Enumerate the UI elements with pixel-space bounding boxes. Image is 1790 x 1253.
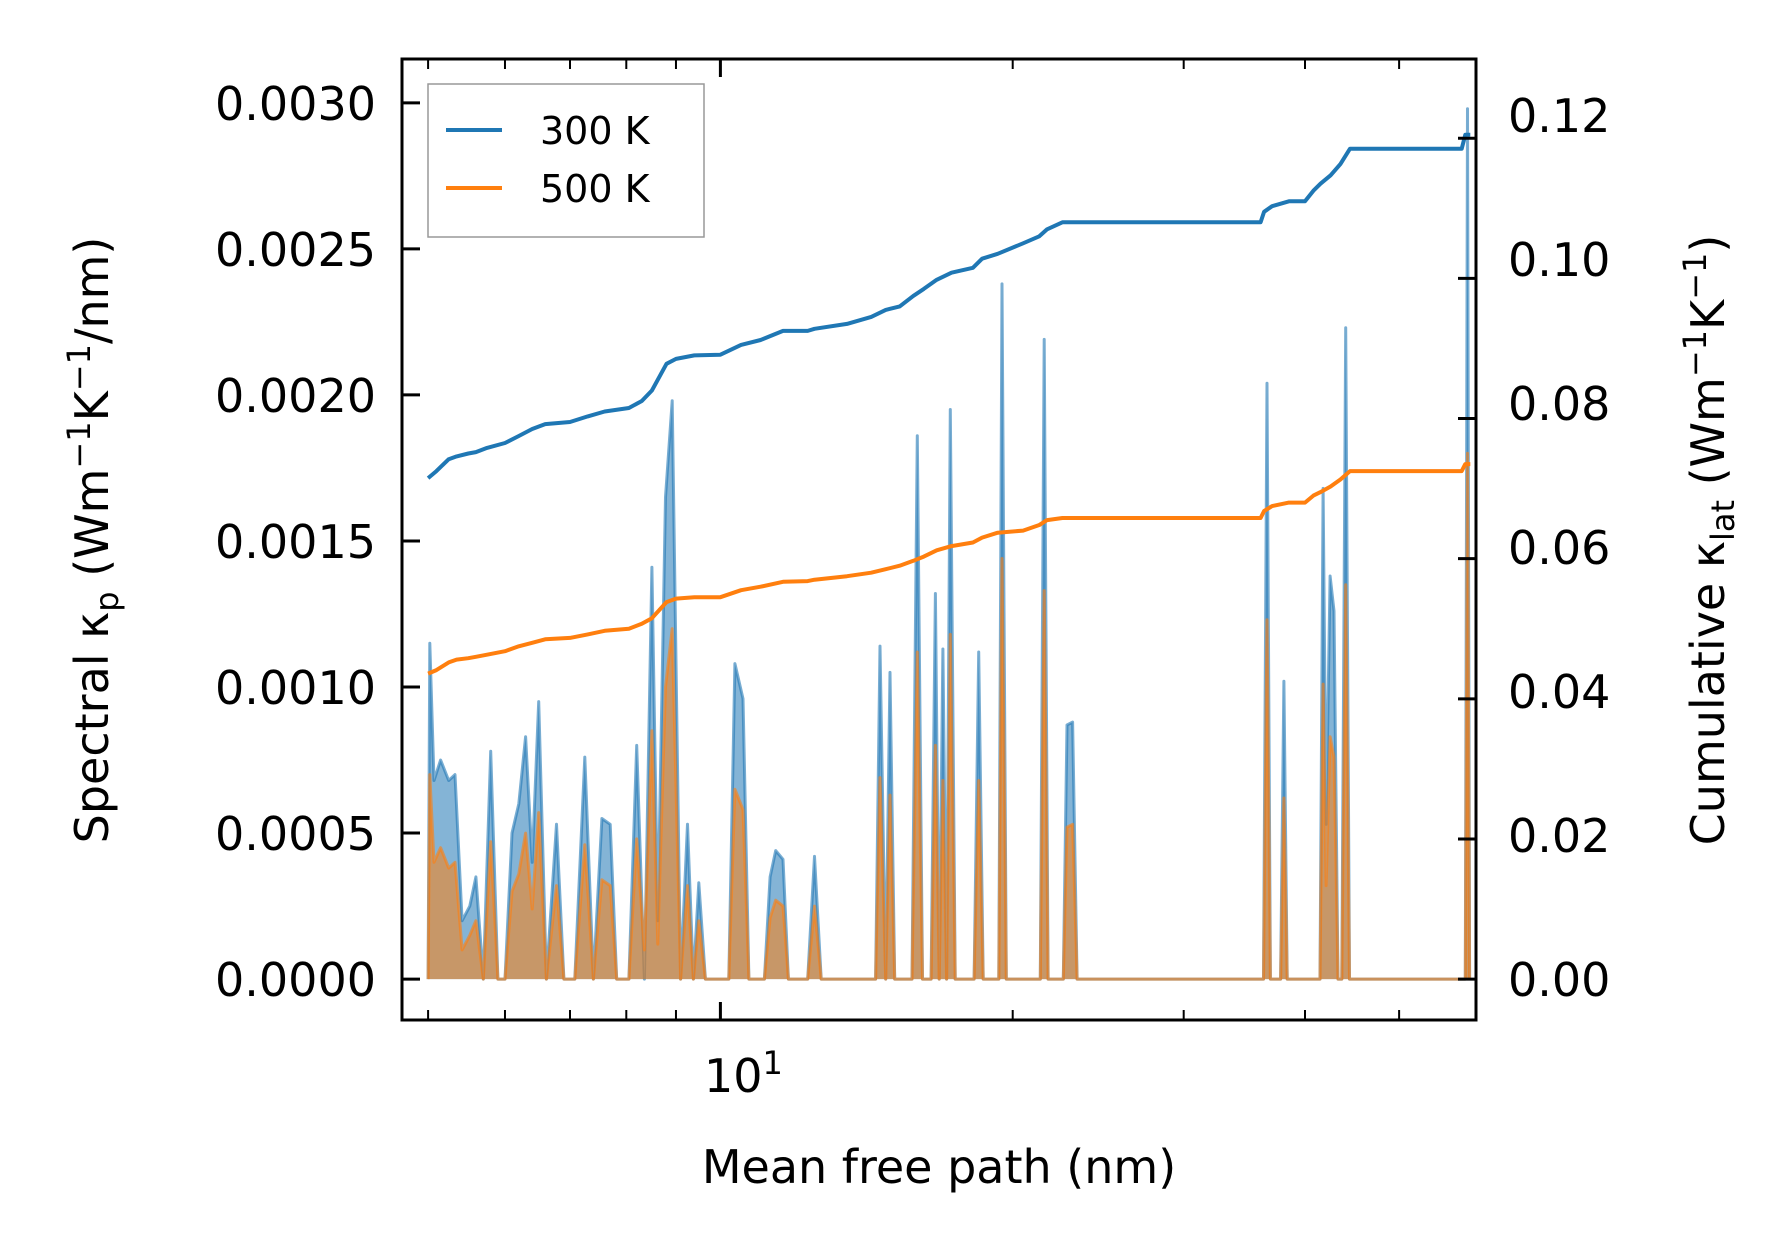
legend-box (427, 83, 705, 238)
legend-label-500k: 500 K (540, 167, 651, 211)
legend: 300 K 500 K (427, 83, 705, 238)
y-right-axis-label: Cumulative κlat (Wm−1K−1) (1676, 235, 1742, 846)
y-left-tick-label: 0.0015 (215, 515, 376, 569)
axis-ticks (402, 59, 1477, 1020)
legend-label-300k: 300 K (540, 109, 651, 153)
cumulative-line-300k (426, 132, 1471, 480)
y-left-tick-label: 0.0025 (215, 223, 376, 277)
y-left-tick-label: 0.0005 (215, 807, 376, 861)
y-right-tick-labels: 0.00 0.02 0.04 0.06 0.08 0.10 0.12 (1508, 89, 1610, 1007)
y-right-tick-label: 0.12 (1508, 89, 1610, 143)
y-right-tick-label: 0.02 (1508, 809, 1610, 863)
y-right-tick-label: 0.04 (1508, 665, 1610, 719)
y-left-tick-label: 0.0030 (215, 77, 376, 131)
y-right-tick-label: 0.10 (1508, 233, 1610, 287)
y-left-tick-labels: 0.0000 0.0005 0.0010 0.0015 0.0020 0.002… (215, 77, 376, 1007)
plot-frame (400, 57, 1478, 1022)
y-left-axis-label: Spectral κp (Wm−1K−1/nm) (60, 237, 126, 844)
x-tick-label: 101 (704, 1044, 783, 1103)
y-right-tick-label: 0.06 (1508, 521, 1610, 575)
plot-area (426, 107, 1472, 981)
x-axis-label: Mean free path (nm) (702, 1140, 1176, 1194)
spectral-line-500k (426, 451, 1472, 981)
y-left-tick-label: 0.0000 (215, 953, 376, 1007)
y-right-tick-label: 0.00 (1508, 953, 1610, 1007)
y-right-tick-label: 0.08 (1508, 377, 1610, 431)
y-left-tick-label: 0.0020 (215, 369, 376, 423)
y-left-tick-label: 0.0010 (215, 661, 376, 715)
cumulative-line-500k (427, 462, 1471, 676)
